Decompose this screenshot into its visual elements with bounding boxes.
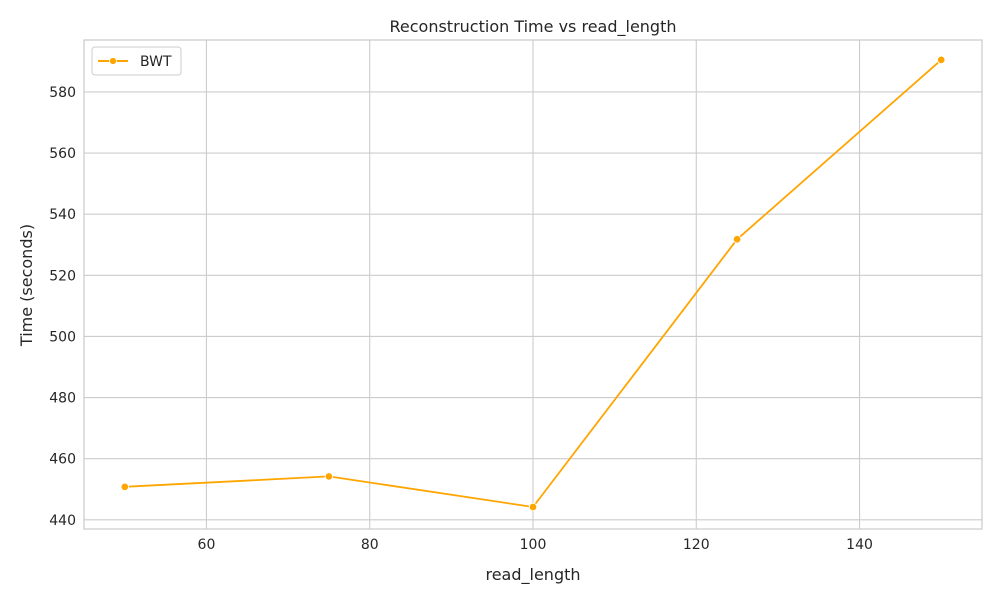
legend-box (91, 46, 182, 76)
y-tick-label: 440 (49, 513, 76, 529)
data-point (120, 482, 130, 492)
y-tick-label: 500 (49, 329, 76, 345)
x-tick-label: 100 (520, 537, 547, 553)
data-point (324, 472, 334, 481)
y-tick-label: 580 (49, 85, 76, 101)
y-tick-label: 480 (49, 391, 76, 407)
x-axis-title: read_length (485, 565, 580, 585)
y-tick-label: 540 (49, 207, 76, 223)
x-tick-label: 60 (198, 537, 216, 553)
legend: BWT (91, 46, 182, 76)
x-tick-label: 80 (361, 537, 379, 553)
plot-area-frame (83, 39, 983, 530)
tick-labels: 60 80 100 120 140 440 460 480 500 520 540 560 580 (49, 85, 873, 553)
data-point (528, 502, 538, 512)
y-tick-label: 460 (49, 452, 76, 468)
x-tick-label: 140 (846, 537, 873, 553)
series-layer (120, 55, 946, 512)
y-tick-label: 560 (49, 146, 76, 162)
y-axis-title: Time (seconds) (17, 224, 36, 347)
legend-marker-swatch (109, 57, 117, 65)
legend-label-bwt: BWT (140, 54, 172, 70)
data-point (732, 235, 742, 244)
data-point (936, 55, 946, 65)
y-tick-label: 520 (49, 268, 76, 284)
x-tick-label: 120 (683, 537, 710, 553)
chart-title: Reconstruction Time vs read_length (390, 17, 677, 37)
grid (84, 40, 982, 529)
